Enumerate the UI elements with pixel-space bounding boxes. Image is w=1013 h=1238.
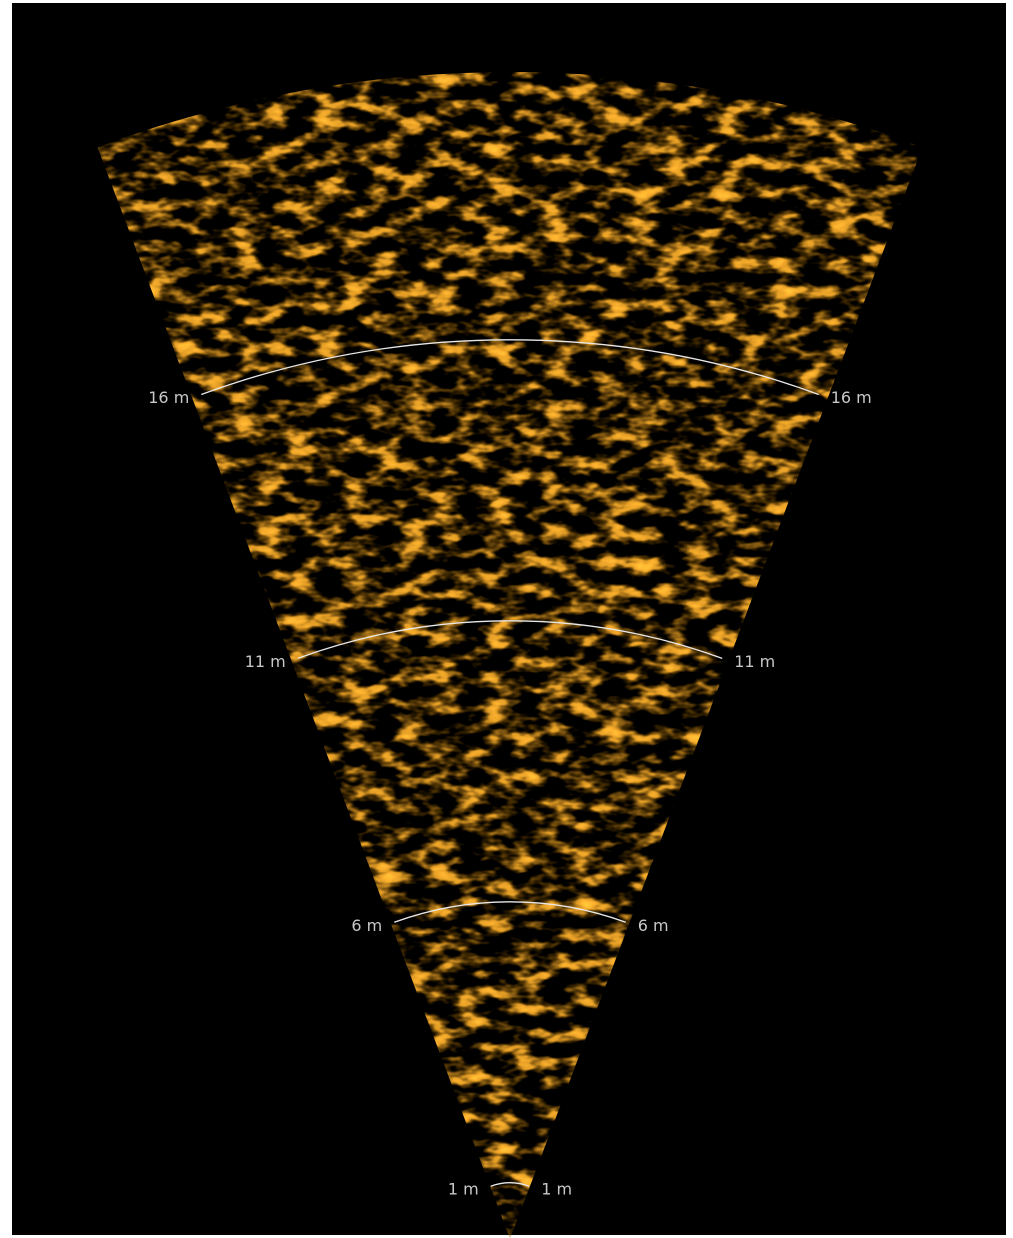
range-ring <box>297 620 723 659</box>
range-ring <box>490 1182 530 1187</box>
range-label-right: 1 m <box>541 1180 572 1199</box>
range-label-left: 6 m <box>351 916 382 935</box>
range-label-left: 16 m <box>148 388 189 407</box>
range-rings: 1 m 1 m 6 m 6 m 11 m 11 m 16 m 16 m <box>148 339 872 1199</box>
range-label-right: 6 m <box>638 916 669 935</box>
range-ring <box>201 339 819 396</box>
range-label-right: 11 m <box>734 652 775 671</box>
range-ring <box>394 901 626 923</box>
range-label-left: 11 m <box>245 652 286 671</box>
range-label-right: 16 m <box>831 388 872 407</box>
range-label-left: 1 m <box>448 1180 479 1199</box>
